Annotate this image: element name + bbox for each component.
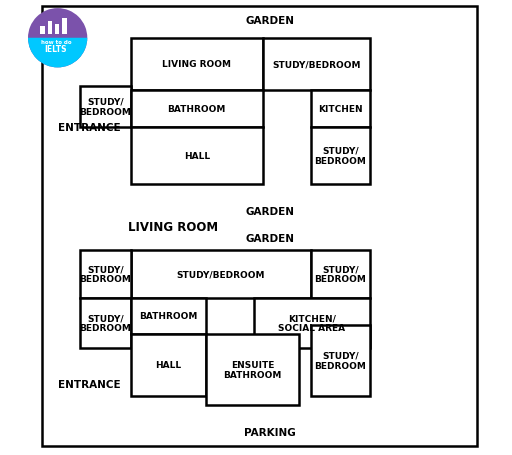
Text: GARDEN: GARDEN — [245, 234, 294, 244]
Text: STUDY/
BEDROOM: STUDY/ BEDROOM — [314, 146, 366, 166]
Text: ENSUITE
BATHROOM: ENSUITE BATHROOM — [223, 360, 282, 379]
Text: HALL: HALL — [155, 361, 181, 369]
Text: GARDEN: GARDEN — [245, 15, 294, 25]
Text: BATHROOM: BATHROOM — [139, 312, 198, 321]
Bar — [311, 325, 370, 396]
Text: IELTS: IELTS — [45, 45, 67, 54]
Text: LIVING ROOM: LIVING ROOM — [129, 221, 219, 234]
Text: KITCHEN/
SOCIAL AREA: KITCHEN/ SOCIAL AREA — [279, 313, 346, 333]
Text: ENTRANCE: ENTRANCE — [58, 379, 121, 389]
Bar — [80, 298, 131, 348]
Bar — [131, 127, 263, 184]
Wedge shape — [28, 39, 87, 68]
Text: STUDY/
BEDROOM: STUDY/ BEDROOM — [79, 313, 132, 333]
Bar — [131, 91, 263, 127]
Text: how to do: how to do — [40, 40, 71, 45]
Bar — [131, 334, 206, 396]
Bar — [80, 250, 131, 298]
Text: ENTRANCE: ENTRANCE — [58, 122, 121, 132]
Text: LIVING ROOM: LIVING ROOM — [162, 61, 231, 69]
Bar — [131, 250, 311, 298]
Bar — [80, 86, 131, 127]
Text: PARKING: PARKING — [244, 427, 295, 437]
Text: STUDY/BEDROOM: STUDY/BEDROOM — [272, 61, 360, 69]
Wedge shape — [28, 9, 87, 68]
Text: BATHROOM: BATHROOM — [167, 105, 226, 114]
Bar — [40, 27, 45, 35]
Text: STUDY/BEDROOM: STUDY/BEDROOM — [177, 270, 265, 278]
Bar — [254, 298, 370, 348]
Bar — [131, 298, 206, 334]
Text: KITCHEN: KITCHEN — [318, 105, 362, 114]
Text: HALL: HALL — [184, 152, 210, 160]
Text: STUDY/
BEDROOM: STUDY/ BEDROOM — [79, 97, 132, 116]
Text: STUDY/
BEDROOM: STUDY/ BEDROOM — [314, 351, 366, 370]
Bar — [311, 127, 370, 184]
Bar — [55, 25, 59, 35]
Bar — [263, 39, 370, 91]
Text: STUDY/
BEDROOM: STUDY/ BEDROOM — [79, 264, 132, 284]
Text: STUDY/
BEDROOM: STUDY/ BEDROOM — [314, 264, 366, 284]
Bar — [311, 250, 370, 298]
Bar — [311, 91, 370, 127]
Text: GARDEN: GARDEN — [245, 207, 294, 217]
Bar — [206, 334, 300, 405]
Bar — [131, 39, 263, 91]
Bar — [48, 22, 52, 35]
Bar — [62, 19, 67, 35]
